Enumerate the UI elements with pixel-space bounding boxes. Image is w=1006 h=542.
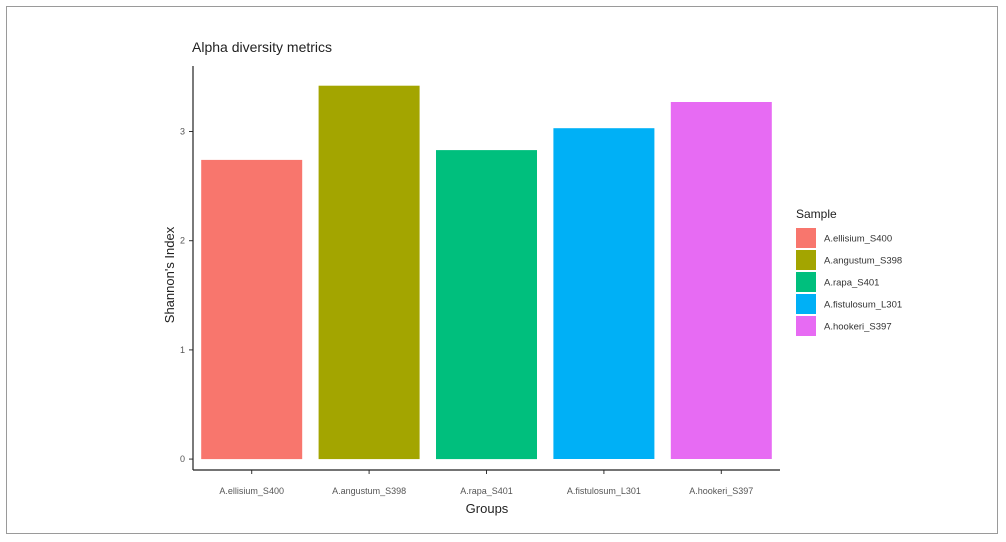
x-tick-label: A.fistulosum_L301: [567, 486, 641, 496]
x-tick-label: A.angustum_S398: [332, 486, 406, 496]
x-tick-label: A.rapa_S401: [460, 486, 513, 496]
legend-label: A.fistulosum_L301: [824, 300, 902, 311]
legend-label: A.angustum_S398: [824, 256, 902, 267]
bar: [670, 102, 772, 459]
x-tick-label: A.hookeri_S397: [689, 486, 753, 496]
legend-swatch: [796, 228, 816, 248]
x-tick-label: A.ellisium_S400: [219, 486, 284, 496]
bar: [318, 85, 420, 460]
y-tick-label: 2: [180, 236, 185, 246]
legend-swatch: [796, 316, 816, 336]
legend-swatch: [796, 294, 816, 314]
bar: [436, 150, 537, 460]
y-axis-title: Shannon's Index: [162, 226, 177, 323]
plot-area: A.ellisium_S400 A.angustum_S398 A.rapa_S40…: [180, 66, 780, 496]
legend-swatch: [796, 250, 816, 270]
chart-title: Alpha diversity metrics: [192, 39, 332, 55]
legend-label: A.ellisium_S400: [824, 234, 892, 245]
bar: [201, 159, 303, 460]
legend-swatch: [796, 272, 816, 292]
y-tick-label: 0: [180, 454, 185, 464]
legend-title: Sample: [796, 207, 837, 221]
legend-label: A.rapa_S401: [824, 278, 879, 289]
y-tick-label: 1: [180, 345, 185, 355]
legend-label: A.hookeri_S397: [824, 322, 892, 333]
x-axis-title: Groups: [466, 501, 509, 516]
y-tick-label: 3: [180, 127, 185, 137]
bar: [553, 128, 655, 459]
legend: A.ellisium_S400 A.angustum_S398 A.rapa_S40…: [796, 228, 902, 336]
